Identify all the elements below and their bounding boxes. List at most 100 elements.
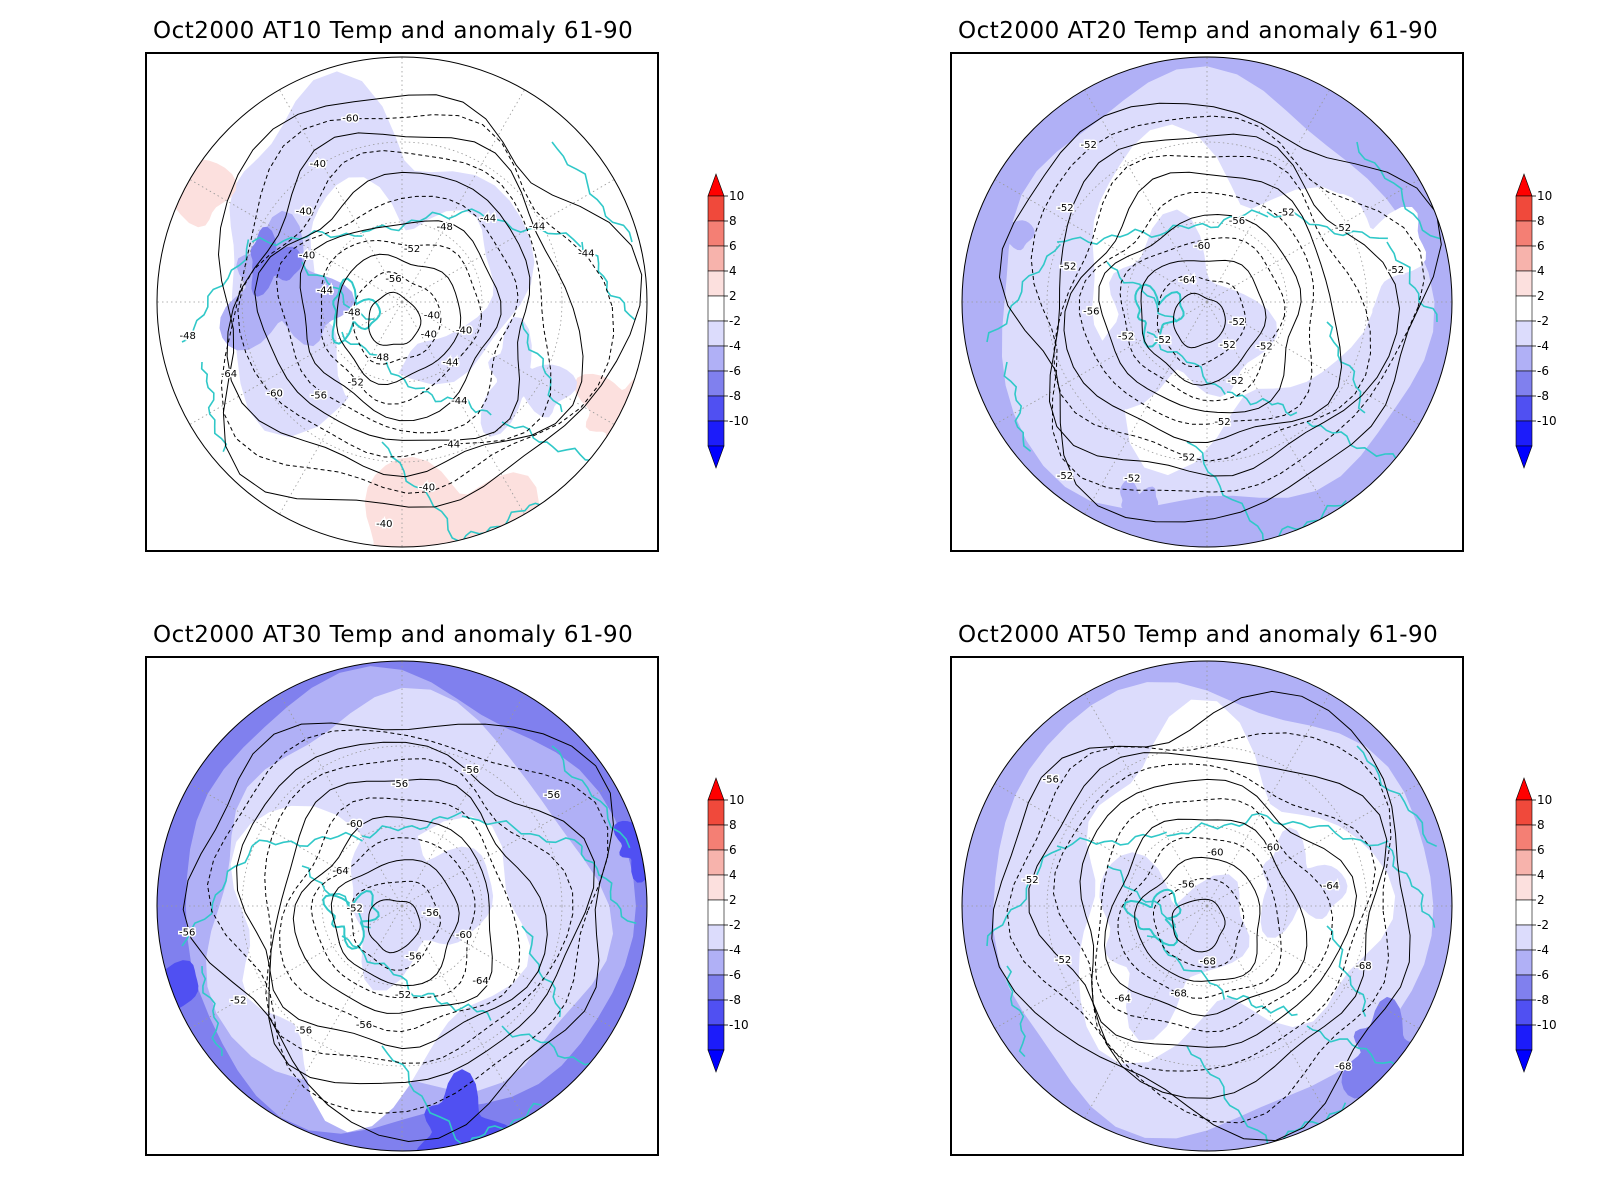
colorbar-label: -10 (729, 414, 749, 428)
contour-label: -64 (1179, 275, 1195, 286)
colorbar-segment (707, 245, 725, 272)
contour-label: -52 (404, 244, 420, 255)
colorbar-label: 6 (1537, 843, 1545, 857)
colorbar-bottom-arrow (1515, 445, 1533, 469)
contour-label: -68 (1171, 989, 1187, 1000)
colorbar-segment (1515, 999, 1533, 1026)
colorbar-segment (707, 799, 725, 826)
colorbar-label: 2 (1537, 289, 1545, 303)
colorbar-bottom-arrow (1515, 1049, 1533, 1073)
colorbar-label: -6 (729, 364, 741, 378)
contour-label: -52 (347, 904, 363, 915)
colorbar-label: -6 (1537, 364, 1549, 378)
contour-label: -52 (1124, 473, 1140, 484)
contour-label: -56 (423, 908, 439, 919)
colorbar-segment (707, 370, 725, 397)
polar-map-at10: -40-44-44-44-40-40-48-52-56-60-64-48-48-… (156, 56, 648, 548)
colorbar-label: -8 (1537, 389, 1549, 403)
anomaly-shading (962, 57, 1452, 547)
contour-labels: -52 -52 -52 -52 -52 -52 -52 -52 -56 -52 -52 -52 -64 -… (1055, 138, 1405, 486)
contour-label: -52 (1227, 376, 1243, 387)
colorbar-segment (1515, 1024, 1533, 1051)
contour-label: -64 (332, 866, 348, 877)
contour-labels: -68 -68 -64 -52 -52 -56 -56 -60 -60 -64 -68 -68 (1021, 773, 1373, 1074)
colorbar-label: 10 (1537, 189, 1552, 203)
colorbar-label: 10 (729, 189, 744, 203)
panel-title-at10: Oct2000 AT10 Temp and anomaly 61-90 (153, 18, 634, 44)
colorbar-segment (707, 924, 725, 951)
contour-label: -40 (421, 330, 437, 341)
colorbar-segment (1515, 245, 1533, 272)
contour-label: -56 (1043, 774, 1059, 785)
colorbar-at50: 10 8 6 4 2 -2 -4 -6 -8 -10 (1508, 774, 1588, 1074)
colorbar-label: -2 (729, 314, 741, 328)
colorbar-segment (1515, 874, 1533, 901)
colorbar-label: -2 (1537, 918, 1549, 932)
contour-label: -40 (299, 251, 315, 262)
colorbar-label: 8 (729, 214, 737, 228)
contour-label: -60 (346, 819, 362, 830)
colorbar-label: 10 (729, 793, 744, 807)
panel-title-at20: Oct2000 AT20 Temp and anomaly 61-90 (958, 18, 1439, 44)
contour-label: -52 (230, 995, 246, 1006)
contour-label: -52 (1055, 955, 1071, 966)
colorbar-segment (707, 1024, 725, 1051)
contour-label: -48 (437, 222, 453, 233)
contour-label: -68 (1355, 961, 1371, 972)
map-panel-at30: -56 -52 -56 -56 -52 -56 -52 -64 -60 -56 -56 -56 -56 -… (145, 656, 659, 1156)
colorbar-segment (707, 824, 725, 851)
colorbar-label: 6 (729, 239, 737, 253)
colorbar-label: -4 (1537, 339, 1549, 353)
temperature-contours (182, 722, 614, 1143)
contour-label: -52 (1022, 875, 1038, 886)
colorbar-segment (1515, 370, 1533, 397)
contour-label: -44 (529, 222, 545, 233)
colorbar-at20: 10 8 6 4 2 -2 -4 -6 -8 -10 (1508, 170, 1588, 470)
contour-label: -60 (342, 113, 358, 124)
contour-label: -56 (1178, 880, 1194, 891)
contour-label: -56 (392, 779, 408, 790)
colorbar-label: -4 (729, 339, 741, 353)
colorbar-bottom-arrow (707, 1049, 725, 1073)
contour-label: -60 (1263, 842, 1279, 853)
colorbar-segment (1515, 974, 1533, 1001)
contour-label: -52 (1057, 203, 1073, 214)
colorbar-label: 8 (1537, 818, 1545, 832)
colorbar-label: -6 (1537, 968, 1549, 982)
contour-label: -56 (179, 928, 195, 939)
contour-labels: -40-44-44-44-40-40-48-52-56-60-64-48-48-… (178, 112, 596, 532)
colorbar-segment (707, 395, 725, 422)
contour-label: -56 (385, 274, 401, 285)
contour-label: -68 (1200, 957, 1216, 968)
colorbar-label: -2 (1537, 314, 1549, 328)
colorbar-label: 8 (729, 818, 737, 832)
colorbar-label: -4 (729, 943, 741, 957)
colorbar-segment (1515, 799, 1533, 826)
polar-map-at30: -56 -52 -56 -56 -52 -56 -52 -64 -60 -56 -56 -56 -56 -… (156, 660, 648, 1152)
contour-label: -48 (344, 308, 360, 319)
colorbar-segment (707, 320, 725, 347)
colorbar-label: 8 (1537, 214, 1545, 228)
colorbar-top-arrow (707, 777, 725, 801)
colorbar-at10: 10 8 6 4 2 -2 -4 -6 -8 -10 (700, 170, 780, 470)
graticule (157, 661, 647, 1151)
contour-label: -44 (451, 396, 467, 407)
panel-title-at50: Oct2000 AT50 Temp and anomaly 61-90 (958, 622, 1439, 648)
colorbar-segment (707, 899, 725, 926)
colorbar-at30: 10 8 6 4 2 -2 -4 -6 -8 -10 (700, 774, 780, 1074)
colorbar-label: 2 (729, 289, 737, 303)
contour-label: -64 (472, 976, 488, 987)
contour-label: -64 (221, 369, 237, 380)
polar-map-at50: -68 -68 -64 -52 -52 -56 -56 -60 -60 -64 -68 -68 (961, 660, 1453, 1152)
colorbar-segment (1515, 295, 1533, 322)
colorbar-label: -6 (729, 968, 741, 982)
colorbar-label: 4 (1537, 868, 1545, 882)
colorbar-segment (707, 974, 725, 1001)
colorbar-segment (1515, 195, 1533, 222)
contour-label: -40 (376, 519, 392, 530)
contour-label: -52 (1256, 342, 1272, 353)
contour-label: -52 (1388, 265, 1404, 276)
colorbar-segment (707, 999, 725, 1026)
colorbar-segment (1515, 849, 1533, 876)
colorbar-label: 4 (1537, 264, 1545, 278)
